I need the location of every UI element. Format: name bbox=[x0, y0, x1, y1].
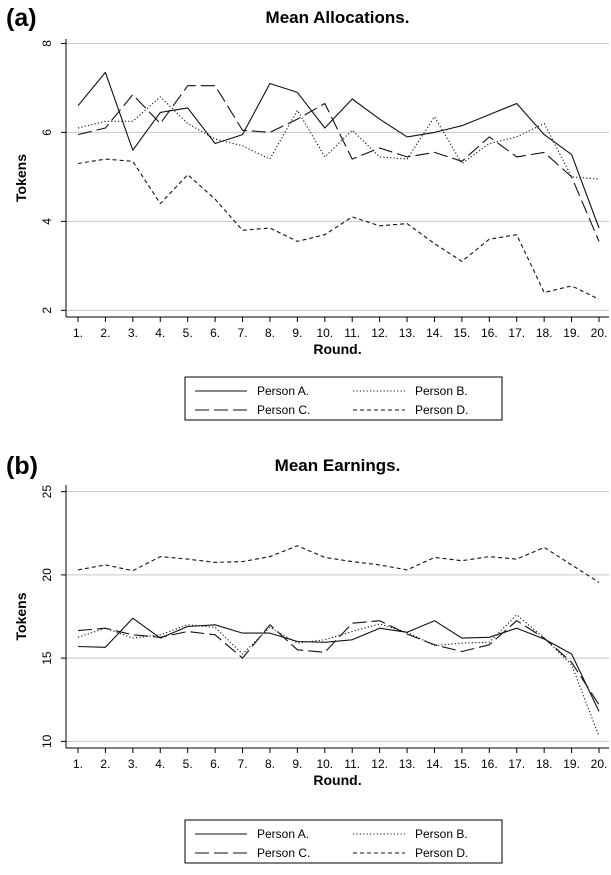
y-tick-label: 4 bbox=[40, 218, 54, 225]
x-tick-label: 4. bbox=[155, 326, 165, 340]
x-tick-label: 18. bbox=[536, 326, 553, 340]
legend-box bbox=[184, 819, 503, 864]
legend-label-4: Person D. bbox=[415, 403, 468, 417]
x-tick-label: 6. bbox=[210, 326, 220, 340]
series-line-1 bbox=[77, 71, 600, 229]
x-tick-label: 10. bbox=[316, 326, 333, 340]
series-line-3 bbox=[77, 85, 600, 242]
x-tick-label: 11. bbox=[344, 757, 360, 771]
x-axis-label: Round. bbox=[313, 341, 361, 357]
x-tick-label: 13. bbox=[399, 757, 416, 771]
series-line-2 bbox=[77, 96, 600, 180]
y-tick-label: 8 bbox=[40, 40, 54, 47]
legend-label-3: Person C. bbox=[257, 846, 310, 860]
x-tick-label: 20. bbox=[591, 757, 608, 771]
legend-label-2: Person B. bbox=[415, 827, 468, 841]
x-tick-label: 5. bbox=[183, 326, 193, 340]
panel-label: (a) bbox=[6, 4, 37, 32]
x-tick-label: 16. bbox=[481, 326, 498, 340]
x-tick-label: 14. bbox=[426, 326, 443, 340]
legend-label-4: Person D. bbox=[415, 846, 468, 860]
legend-label-1: Person A. bbox=[257, 827, 309, 841]
x-tick-label: 14. bbox=[426, 757, 443, 771]
panel-b: (b) Mean Earnings. 10 15 20 25 1. 2. 3. 4. 5. 6. 7.… bbox=[0, 448, 611, 875]
legend: Person A. Person B. Person C. Person D. bbox=[184, 819, 503, 864]
x-tick-label: 13. bbox=[399, 326, 416, 340]
x-tick-label: 17. bbox=[508, 326, 525, 340]
legend-box bbox=[184, 376, 503, 421]
x-tick-label: 9. bbox=[292, 326, 302, 340]
x-tick-label: 15. bbox=[454, 326, 471, 340]
x-tick-label: 19. bbox=[563, 757, 580, 771]
legend-label-3: Person C. bbox=[257, 403, 310, 417]
x-tick-label: 12. bbox=[371, 326, 388, 340]
x-tick-label: 7. bbox=[238, 757, 248, 771]
x-tick-label: 8. bbox=[265, 326, 275, 340]
panel-a: (a) Mean Allocations. 2 4 6 8 1. 2. 3. 4. 5. 6. 7. 8… bbox=[0, 0, 611, 432]
x-tick-label: 3. bbox=[128, 326, 138, 340]
x-tick-label: 4. bbox=[155, 757, 165, 771]
chart-title: Mean Earnings. bbox=[275, 456, 401, 475]
x-tick-label: 20. bbox=[591, 326, 608, 340]
legend-label-1: Person A. bbox=[257, 384, 309, 398]
y-tick-label: 6 bbox=[40, 129, 54, 136]
y-tick-label: 10 bbox=[40, 734, 54, 748]
panel-label: (b) bbox=[6, 452, 38, 480]
x-tick-label: 15. bbox=[454, 757, 471, 771]
x-tick-label: 7. bbox=[238, 326, 248, 340]
x-tick-label: 1. bbox=[73, 757, 83, 771]
series-line-1 bbox=[77, 617, 600, 712]
x-tick-label: 17. bbox=[508, 757, 525, 771]
legend: Person A. Person B. Person C. Person D. bbox=[184, 376, 503, 421]
x-tick-label: 11. bbox=[344, 326, 360, 340]
y-tick-label: 2 bbox=[40, 307, 54, 314]
x-tick-label: 12. bbox=[371, 757, 388, 771]
x-tick-label: 5. bbox=[183, 757, 193, 771]
series-line-3 bbox=[77, 620, 600, 705]
series-line-2 bbox=[77, 614, 600, 737]
chart-title: Mean Allocations. bbox=[266, 8, 410, 27]
x-tick-label: 18. bbox=[536, 757, 553, 771]
x-axis-label: Round. bbox=[313, 772, 361, 788]
x-tick-label: 2. bbox=[100, 326, 110, 340]
y-tick-label: 20 bbox=[40, 568, 54, 582]
legend-label-2: Person B. bbox=[415, 384, 468, 398]
allocations-chart: Mean Allocations. 2 4 6 8 1. 2. 3. 4. 5. 6. 7. 8. 9. 1… bbox=[13, 8, 609, 421]
y-axis-label: Tokens bbox=[13, 154, 29, 202]
x-tick-label: 19. bbox=[563, 326, 580, 340]
x-tick-label: 16. bbox=[481, 757, 498, 771]
y-tick-label: 25 bbox=[40, 485, 54, 499]
series-line-4 bbox=[77, 158, 600, 300]
x-tick-label: 8. bbox=[265, 757, 275, 771]
y-axis-label: Tokens bbox=[13, 592, 29, 640]
y-tick-label: 15 bbox=[40, 651, 54, 665]
series-line-4 bbox=[77, 545, 600, 583]
x-tick-label: 9. bbox=[292, 757, 302, 771]
x-tick-label: 2. bbox=[100, 757, 110, 771]
x-tick-label: 10. bbox=[316, 757, 333, 771]
earnings-chart: Mean Earnings. 10 15 20 25 1. 2. 3. 4. 5. 6. 7. 8. 9.… bbox=[13, 456, 609, 864]
x-tick-label: 1. bbox=[73, 326, 83, 340]
x-tick-label: 3. bbox=[128, 757, 138, 771]
x-tick-label: 6. bbox=[210, 757, 220, 771]
